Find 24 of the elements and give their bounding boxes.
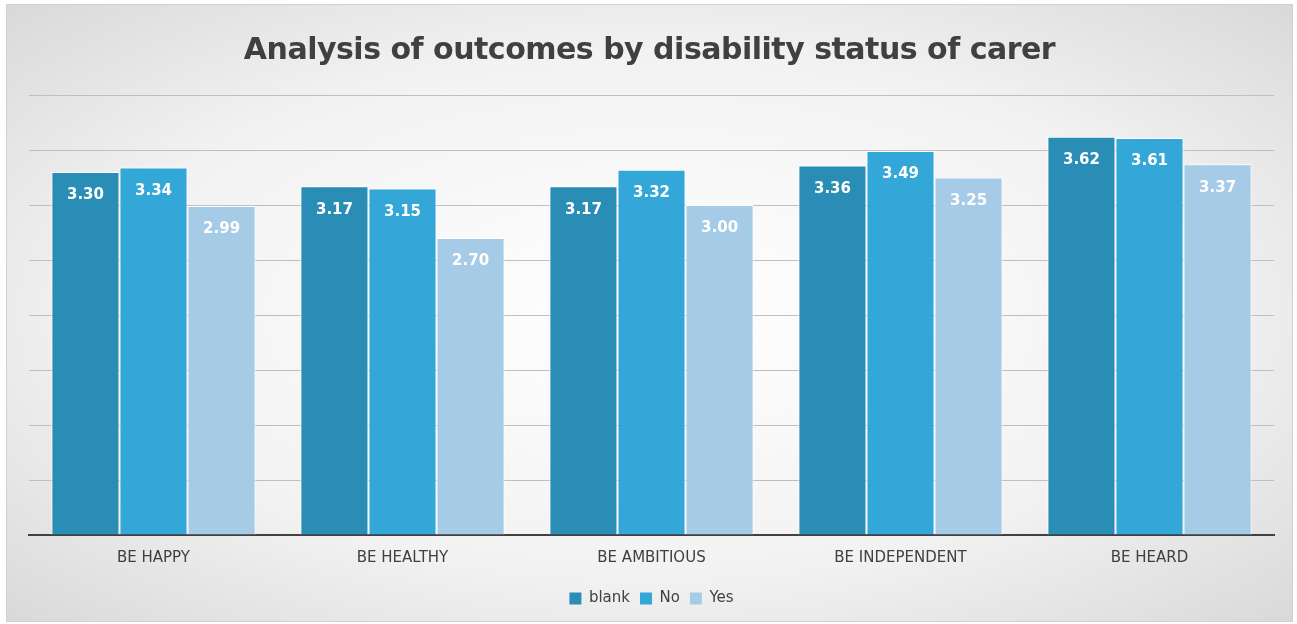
x-tick-label: BE HEALTHY bbox=[356, 547, 450, 566]
legend-label: No bbox=[659, 588, 680, 607]
data-label: 2.70 bbox=[452, 251, 490, 270]
data-label: 2.99 bbox=[203, 219, 241, 238]
data-label: 3.25 bbox=[950, 190, 988, 209]
data-label: 3.30 bbox=[66, 185, 104, 204]
x-tick-label: BE INDEPENDENT bbox=[834, 547, 968, 566]
data-label: 3.37 bbox=[1199, 177, 1237, 196]
data-label: 3.61 bbox=[1130, 151, 1169, 170]
chart-title: Analysis of outcomes by disability status of carer bbox=[242, 31, 1057, 66]
x-tick-label: BE HAPPY bbox=[116, 547, 191, 566]
data-label: 3.34 bbox=[134, 180, 173, 199]
x-tick-label: BE HEARD bbox=[1110, 547, 1189, 566]
data-label: 3.36 bbox=[813, 178, 851, 197]
x-tick-label: BE AMBITIOUS bbox=[597, 547, 706, 566]
legend-label: Yes bbox=[708, 588, 734, 607]
data-label: 3.49 bbox=[881, 164, 920, 183]
data-label: 3.00 bbox=[701, 218, 739, 237]
legend-label: blank bbox=[588, 588, 631, 607]
data-label: 3.15 bbox=[383, 201, 422, 220]
data-label: 3.17 bbox=[315, 199, 353, 218]
data-label: 3.17 bbox=[564, 199, 602, 218]
data-label: 3.62 bbox=[1062, 150, 1100, 169]
data-label: 3.32 bbox=[632, 183, 671, 202]
